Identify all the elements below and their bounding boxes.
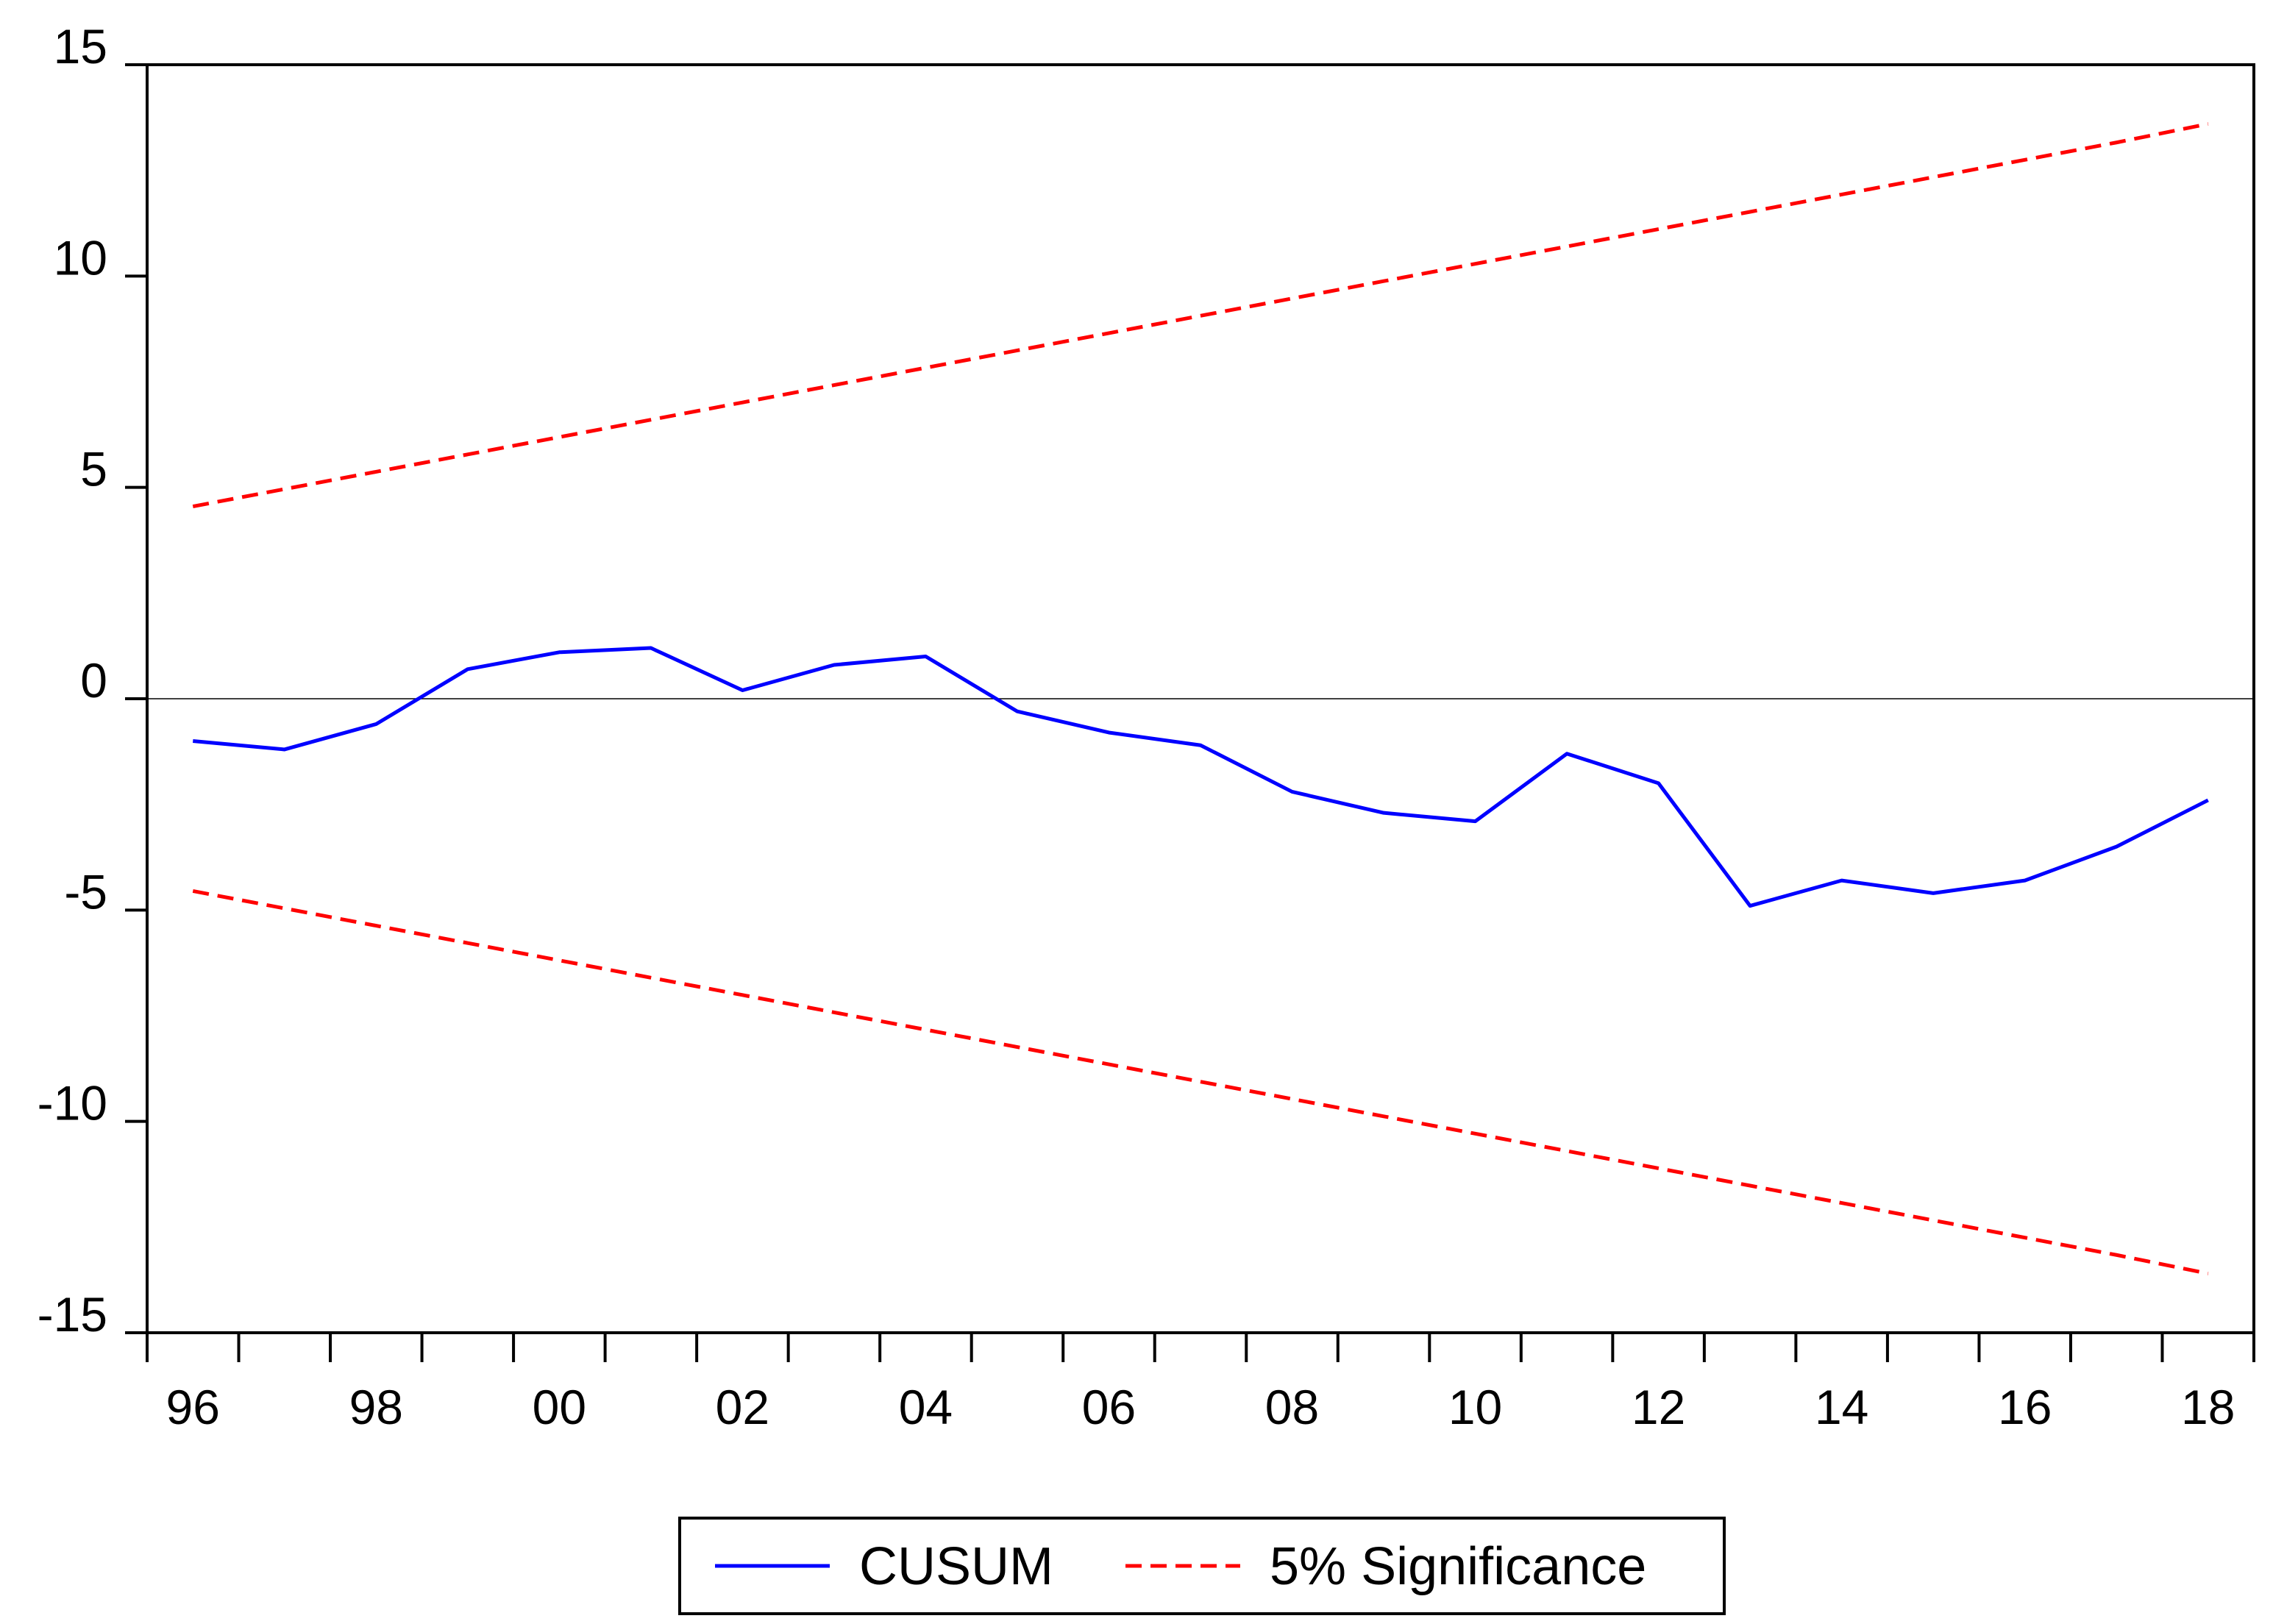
x-tick-label: 12: [1632, 1380, 1685, 1434]
x-tick-label: 96: [166, 1380, 220, 1434]
x-tick-label: 16: [1998, 1380, 2052, 1434]
x-tick-label: 06: [1082, 1380, 1136, 1434]
x-tick-label: 98: [349, 1380, 403, 1434]
series-layer: [192, 122, 2209, 1275]
legend-label-cusum: CUSUM: [859, 1537, 1053, 1596]
legend-label-significance: 5% Significance: [1270, 1537, 1646, 1596]
x-tick-label: 02: [716, 1380, 769, 1434]
y-tick-label: 5: [80, 442, 107, 496]
y-tick-label: 10: [54, 230, 107, 285]
y-tick-label: 0: [80, 653, 107, 708]
y-axis: 15 10 5 0 -5 -10 -15: [38, 19, 147, 1342]
x-axis: 96 98 00 02 04 06 08 10 12 14 16 18: [146, 1333, 2255, 1434]
x-tick-label: 00: [533, 1380, 586, 1434]
x-tick-label: 18: [2181, 1380, 2235, 1434]
legend: CUSUM 5% Significance: [678, 1517, 1726, 1615]
y-tick-label: -10: [38, 1076, 107, 1130]
lower-significance-line: [192, 889, 2209, 1275]
y-tick-label: -15: [38, 1287, 107, 1342]
x-tick-label: 04: [899, 1380, 953, 1434]
y-tick-label: -5: [64, 864, 107, 919]
cusum-line: [193, 646, 2209, 908]
x-tick-label: 08: [1265, 1380, 1319, 1434]
y-tick-label: 15: [54, 19, 107, 74]
x-tick-label: 10: [1448, 1380, 1502, 1434]
upper-significance-line: [192, 122, 2209, 508]
x-tick-label: 14: [1815, 1380, 1868, 1434]
plot-frame: [146, 63, 2255, 1334]
